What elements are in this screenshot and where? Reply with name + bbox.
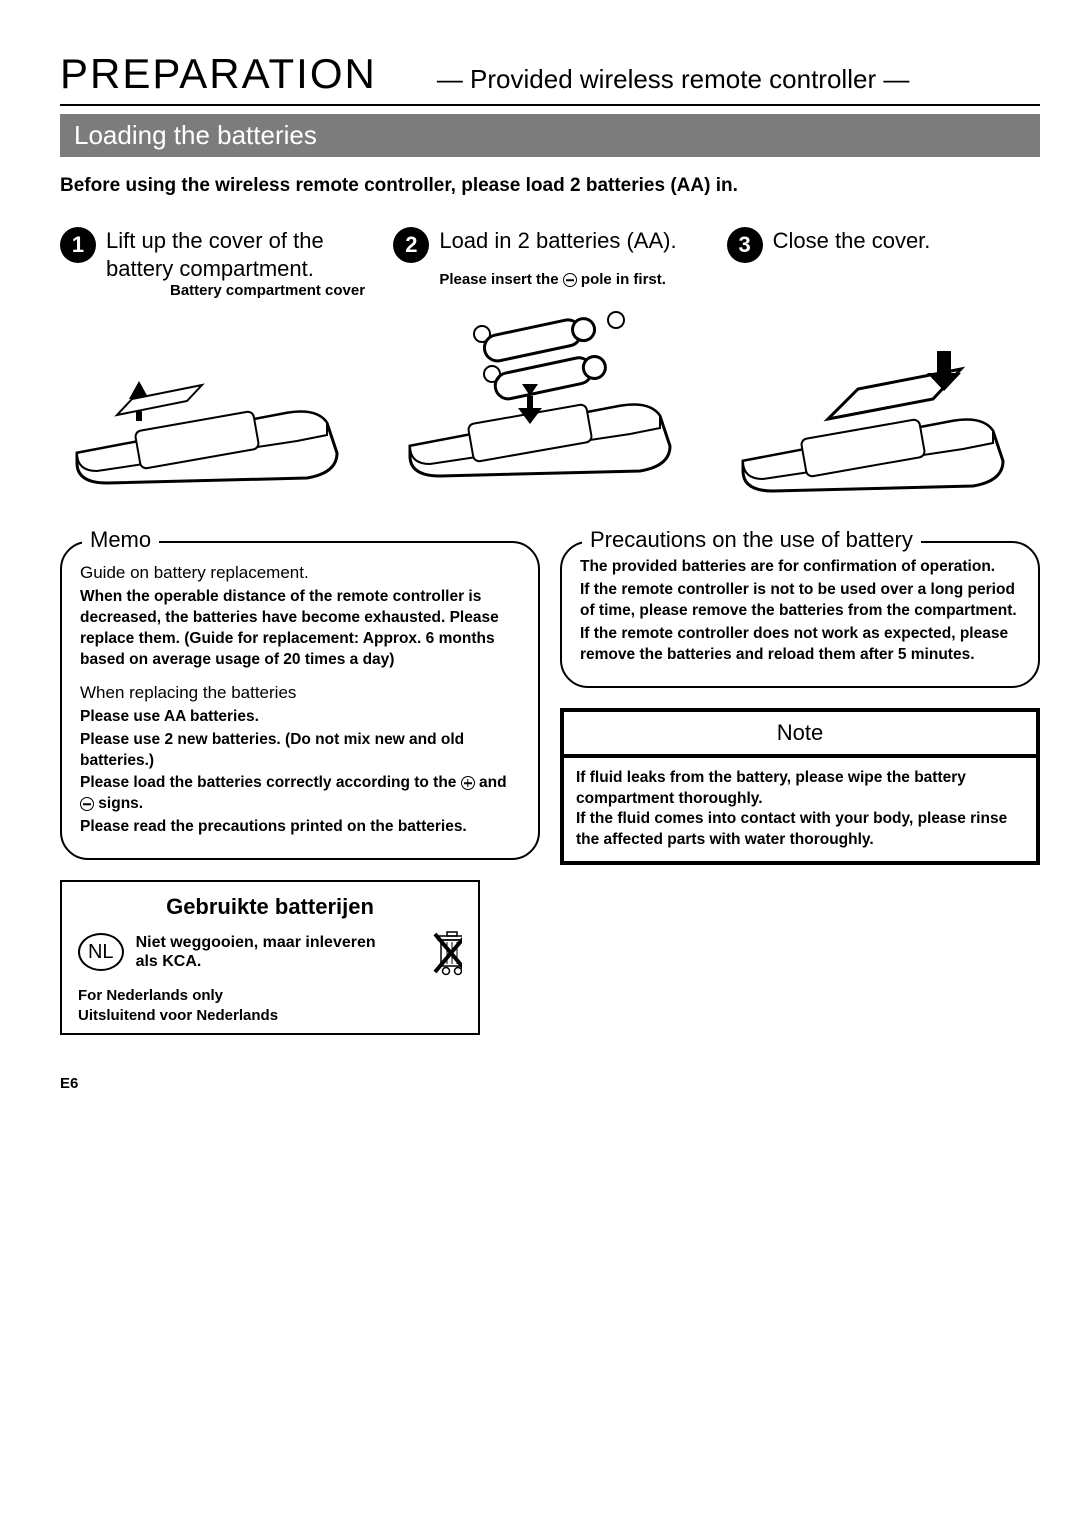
plus-icon [461,776,475,790]
step-2-text: Load in 2 batteries (AA). [439,227,676,263]
memo-b1: Please use AA batteries. [80,707,520,728]
step-3-illustration [727,311,1040,501]
nl-badge: NL [78,933,124,971]
step-2-number: 2 [393,227,429,263]
memo-b3: Please load the batteries correctly acco… [80,773,520,815]
note-p1: If fluid leaks from the battery, please … [576,768,1024,810]
precautions-p2: If the remote controller is not to be us… [580,580,1020,622]
lower-columns: Memo Guide on battery replacement. When … [60,541,1040,1035]
note-p2: If the fluid comes into contact with you… [576,809,1024,851]
minus-icon-2 [80,797,94,811]
step-3-text: Close the cover. [773,227,931,263]
note-body: If fluid leaks from the battery, please … [564,758,1036,862]
step-1-illustration [60,303,373,493]
trash-icon [405,928,462,976]
step-3: 3 Close the cover. [727,227,1040,501]
page-number: E6 [60,1075,1040,1092]
step-2: 2 Load in 2 batteries (AA). Please inser… [393,227,706,501]
memo-b2: Please use 2 new batteries. (Do not mix … [80,730,520,772]
memo-box: Memo Guide on battery replacement. When … [60,541,540,860]
memo-legend: Memo [82,527,159,553]
nl-foot1: For Nederlands only [78,986,462,1006]
step-3-number: 3 [727,227,763,263]
left-column: Memo Guide on battery replacement. When … [60,541,540,1035]
precautions-body: The provided batteries are for confirmat… [580,557,1020,666]
nl-foot2: Uitsluitend voor Nederlands [78,1006,462,1026]
precautions-p1: The provided batteries are for confirmat… [580,557,1020,578]
page-header: PREPARATION — Provided wireless remote c… [60,50,1040,106]
nl-title: Gebruikte batterijen [78,894,462,920]
step-2-illustration [393,296,706,486]
step-1-number: 1 [60,227,96,263]
memo-sub2: When replacing the batteries [80,683,520,703]
section-bar: Loading the batteries [60,114,1040,157]
step-1: 1 Lift up the cover of the battery compa… [60,227,373,501]
memo-bullets: Please use AA batteries. Please use 2 ne… [80,707,520,839]
header-subtitle: — Provided wireless remote controller — [437,64,910,95]
memo-p1: When the operable distance of the remote… [80,587,520,671]
precautions-p3: If the remote controller does not work a… [580,624,1020,666]
steps-row: 1 Lift up the cover of the battery compa… [60,227,1040,501]
precautions-box: Precautions on the use of battery The pr… [560,541,1040,688]
nl-text: Niet weggooien, maar inleveren als KCA. [136,933,394,971]
memo-sub1: Guide on battery replacement. [80,563,520,583]
step-1-label: Battery compartment cover [170,282,373,299]
step-1-text: Lift up the cover of the battery compart… [106,227,373,282]
right-column: Precautions on the use of battery The pr… [560,541,1040,1035]
header-title: PREPARATION [60,50,377,98]
step-2-note: Please insert the pole in first. [439,271,706,288]
note-title: Note [564,712,1036,758]
intro-text: Before using the wireless remote control… [60,175,1040,197]
memo-b4: Please read the precautions printed on t… [80,817,520,838]
nl-box: Gebruikte batterijen NL Niet weggooien, … [60,880,480,1035]
precautions-legend: Precautions on the use of battery [582,527,921,553]
minus-icon [563,273,577,287]
note-box: Note If fluid leaks from the battery, pl… [560,708,1040,866]
